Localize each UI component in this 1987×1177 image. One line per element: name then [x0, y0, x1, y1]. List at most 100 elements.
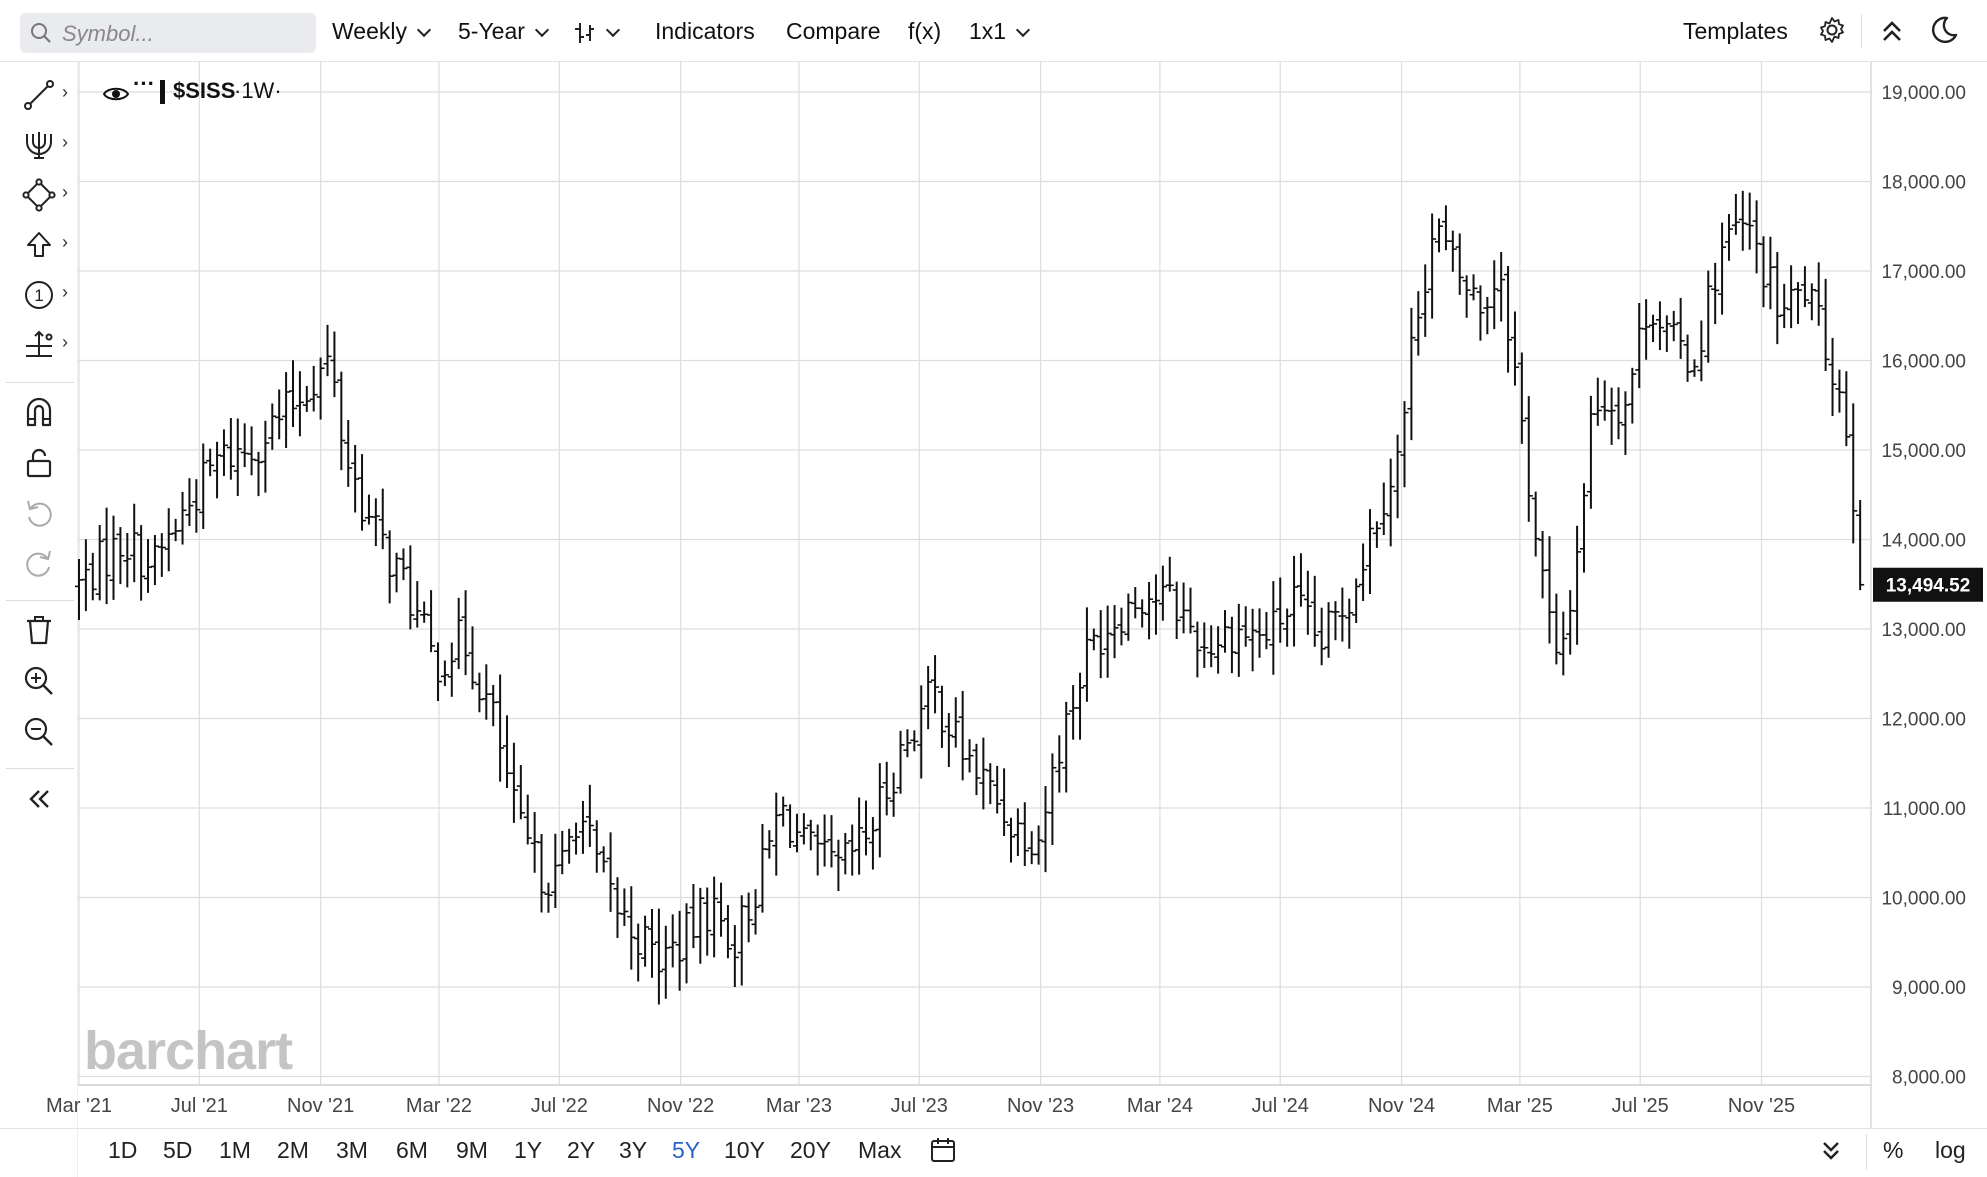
range-button-20y[interactable]: 20Y	[790, 1137, 831, 1163]
ohlc-bar	[261, 420, 270, 493]
ohlc-bar	[427, 590, 436, 653]
ohlc-bar	[1117, 607, 1126, 646]
arrow-up-tool-icon[interactable]	[22, 228, 56, 262]
vertical-gridlines	[78, 62, 1763, 1085]
range-button-9m[interactable]: 9M	[456, 1137, 488, 1163]
measure-tool-icon[interactable]	[22, 328, 56, 362]
ohlc-bar	[1497, 251, 1506, 322]
toolbar-divider	[6, 768, 74, 769]
chevron-right-icon[interactable]: ›	[62, 332, 68, 352]
compare-button[interactable]: Compare	[786, 18, 881, 44]
ohlc-bar	[1621, 391, 1630, 455]
zoom-in-icon[interactable]	[22, 664, 56, 698]
ohlc-bar	[406, 545, 415, 630]
ohlc-bar	[1683, 334, 1692, 382]
ohlc-bar	[1062, 701, 1071, 793]
range-button-3m[interactable]: 3M	[336, 1137, 368, 1163]
redo-icon[interactable]	[22, 546, 56, 580]
range-button-max[interactable]: Max	[858, 1137, 902, 1163]
ohlc-bar	[1807, 283, 1816, 321]
search-icon	[30, 22, 52, 49]
ohlc-bar	[1158, 565, 1167, 621]
x-tick-label: Jul '24	[1252, 1095, 1309, 1117]
ohlc-bar	[233, 418, 242, 496]
symbol-input[interactable]	[60, 19, 304, 49]
ohlc-bar	[330, 331, 339, 398]
pitchfork-tool-icon[interactable]	[22, 128, 56, 162]
ohlc-bar	[634, 923, 643, 982]
ohlc-bar	[1566, 590, 1575, 655]
range-button-2m[interactable]: 2M	[277, 1137, 309, 1163]
chart-type-dropdown[interactable]	[574, 17, 621, 45]
chevron-right-icon[interactable]: ›	[62, 132, 68, 152]
ohlc-bar	[889, 772, 898, 817]
ohlc-bar	[1255, 608, 1264, 658]
trash-icon[interactable]	[22, 613, 56, 647]
ohlc-bar	[875, 763, 884, 858]
bottom-toolbar	[0, 1128, 1987, 1177]
layout-label: 1x1	[969, 18, 1007, 44]
symbol-search-box[interactable]	[20, 13, 316, 53]
ohlc-bar	[240, 423, 249, 468]
log-toggle[interactable]: log	[1935, 1137, 1966, 1163]
ohlc-bar	[1165, 556, 1174, 592]
ohlc-bar	[1131, 587, 1140, 619]
chevron-right-icon[interactable]: ›	[62, 82, 68, 102]
ohlc-bar	[841, 832, 850, 875]
interval-label: Weekly	[332, 18, 407, 44]
ohlc-bar	[1524, 396, 1533, 522]
ohlc-bar	[1310, 575, 1319, 647]
ohlc-bar	[848, 824, 857, 876]
ohlc-bar	[1248, 608, 1257, 672]
collapse-left-icon[interactable]	[22, 782, 56, 816]
ohlc-bar	[1794, 282, 1803, 324]
ohlc-bar	[1690, 359, 1699, 377]
range-button-1m[interactable]: 1M	[219, 1137, 251, 1163]
toolbar-divider	[1861, 14, 1862, 48]
ohlc-bar	[178, 491, 187, 545]
chevron-right-icon[interactable]: ›	[62, 232, 68, 252]
last-price-marker: 13,494.52	[1873, 567, 1983, 602]
range-button-6m[interactable]: 6M	[396, 1137, 428, 1163]
zoom-out-icon[interactable]	[22, 715, 56, 749]
range-button-1d[interactable]: 1D	[108, 1137, 138, 1163]
interval-dropdown[interactable]: Weekly	[332, 17, 432, 45]
ohlc-bar	[289, 360, 298, 428]
price-chart[interactable]: 8,000.00 9,000.00 10,000.00 11,000.00 12,000…	[0, 0, 1987, 1128]
chevron-right-icon[interactable]: ›	[62, 282, 68, 302]
undo-icon[interactable]	[22, 496, 56, 530]
indicators-button[interactable]: Indicators	[655, 18, 755, 44]
calendar-icon[interactable]	[930, 1136, 956, 1169]
collapse-up-icon[interactable]	[1879, 17, 1905, 51]
ohlc-bar	[130, 503, 139, 583]
more-options-icon[interactable]: ···	[133, 71, 155, 96]
eye-icon[interactable]	[102, 83, 130, 109]
ohlc-bar	[185, 478, 194, 526]
percent-toggle[interactable]: %	[1883, 1137, 1904, 1163]
numbered-marker-icon[interactable]: 1	[22, 278, 56, 312]
trendline-tool-icon[interactable]	[22, 78, 56, 112]
ohlc-bar	[1055, 735, 1064, 793]
range-button-5d[interactable]: 5D	[163, 1137, 193, 1163]
settings-gear-icon[interactable]	[1817, 15, 1847, 51]
ohlc-bar	[1393, 434, 1402, 519]
chevron-right-icon[interactable]: ›	[62, 182, 68, 202]
shape-tool-icon[interactable]	[22, 178, 56, 212]
ohlc-bar	[1359, 543, 1368, 601]
ohlc-bar	[1752, 200, 1761, 274]
ohlc-bar	[1207, 625, 1216, 668]
ohlc-bar	[1759, 236, 1768, 308]
range-dropdown[interactable]: 5-Year	[458, 17, 550, 45]
range-button-10y[interactable]: 10Y	[724, 1137, 765, 1163]
fx-button[interactable]: f(x)	[908, 18, 942, 44]
range-button-1y[interactable]: 1Y	[514, 1137, 543, 1163]
range-button-2y[interactable]: 2Y	[567, 1137, 596, 1163]
double-chevron-down-icon[interactable]	[1820, 1138, 1842, 1169]
range-button-3y[interactable]: 3Y	[619, 1137, 648, 1163]
templates-button[interactable]: Templates	[1683, 18, 1788, 44]
dark-mode-moon-icon[interactable]	[1929, 15, 1959, 51]
magnet-icon[interactable]	[22, 395, 56, 429]
unlock-icon[interactable]	[22, 446, 56, 480]
range-button-5y[interactable]: 5Y	[672, 1137, 701, 1163]
layout-dropdown[interactable]: 1x1	[969, 17, 1031, 45]
